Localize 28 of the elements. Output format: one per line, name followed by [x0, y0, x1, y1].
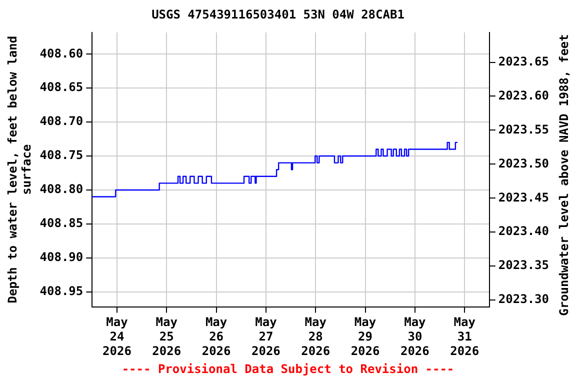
y-tick-label: 408.95: [40, 284, 84, 298]
y2-tick-label: 2023.40: [498, 224, 550, 238]
x-tick-label: May 28 2026: [301, 315, 330, 358]
y-tick-label: 408.90: [40, 250, 84, 264]
y-axis-title: Depth to water level, feet below land surface: [5, 36, 34, 304]
y-tick-label: 408.70: [40, 114, 84, 128]
y2-tick-label: 2023.55: [498, 122, 550, 136]
y2-axis-title: Groundwater level above NAVD 1988, feet: [557, 34, 571, 316]
x-tick-label: May 26 2026: [202, 315, 231, 358]
y-tick-label: 408.80: [40, 182, 84, 196]
y-tick-label: 408.85: [40, 216, 84, 230]
y2-tick-label: 2023.65: [498, 54, 550, 68]
y-tick-label: 408.60: [40, 46, 84, 60]
y-tick-label: 408.65: [40, 80, 84, 94]
x-tick-label: May 24 2026: [102, 315, 132, 358]
y2-tick-label: 2023.30: [498, 292, 550, 306]
x-tick-label: May 29 2026: [350, 315, 380, 358]
x-tick-label: May 31 2026: [450, 315, 480, 358]
y2-tick-label: 2023.35: [498, 258, 550, 272]
y2-tick-label: 2023.50: [498, 156, 550, 170]
x-tick-label: May 30 2026: [400, 315, 430, 358]
y2-tick-label: 2023.60: [498, 88, 550, 102]
chart-title: USGS 475439116503401 53N 04W 28CAB1: [152, 7, 404, 22]
x-tick-label: May 25 2026: [152, 315, 182, 358]
x-tick-label: May 27 2026: [252, 315, 280, 358]
text: ---- Provisional Data Subject to Revision ----: [120, 362, 456, 376]
y2-tick-label: 2023.45: [498, 190, 550, 204]
y-tick-label: 408.75: [40, 148, 84, 162]
